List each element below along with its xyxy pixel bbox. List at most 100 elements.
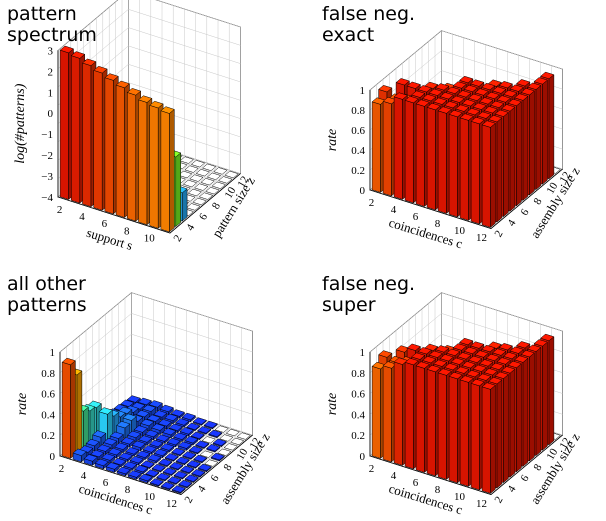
bar [129,456,144,466]
bar-top-face [435,345,450,353]
bar-top-face [426,364,441,373]
panel-title: spectrum [7,24,97,46]
x-tick-label: 4 [81,470,87,482]
bar [177,441,192,452]
bar-top-face [463,84,478,93]
bar-top-face [149,439,164,448]
bar-top-face [496,95,511,103]
bar-top-face [127,430,142,439]
empty-cell [223,443,238,451]
empty-cell [201,436,216,444]
bar-side-face [535,346,542,457]
x-tick-label: 10 [144,233,156,245]
x-tick-label: 4 [79,211,85,223]
bar-top-face [516,341,531,349]
bar-front-face [481,124,491,228]
bar-top-face [378,85,393,93]
bar [136,450,151,461]
bar [140,418,155,432]
bar-front-face [61,361,71,459]
bar-top-face [448,371,463,380]
x-tick-label: 12 [166,498,177,510]
value-tick-label: 0 [360,451,366,463]
bar [173,432,188,443]
z-tick-label: 8 [210,200,223,211]
bar-top-face [507,360,522,369]
bar-front-face [149,104,159,229]
bar-top-face [173,432,188,440]
bar-front-face [459,117,469,221]
bar-top-face [446,86,461,94]
bar-top-face [404,95,419,104]
x-tick-label: 6 [103,477,109,489]
axis-frame [57,50,241,234]
bar-top-face [527,344,542,352]
bar-top-face [439,354,454,362]
bar-top-face [116,466,131,475]
bar-top-face [514,355,529,363]
bar-side-face [175,152,181,228]
bar-top-face [415,99,430,107]
bar-top-face [463,346,478,355]
empty-cell [219,434,234,442]
bar-top-face [417,347,432,355]
x-axis-label: coincidences c [77,481,154,518]
z-tick-label: 6 [208,473,221,484]
x-tick-label: 8 [435,218,441,230]
bar-front-face [393,361,403,466]
bar-top-face [193,454,208,463]
bar [171,447,186,457]
bar-top-face [81,58,97,66]
value-tick-label: 1 [360,85,366,97]
bar-top-face [470,378,485,387]
bar-front-face [71,55,81,204]
bar-side-face [548,336,555,446]
value-tick-label: 1 [360,347,366,359]
x-tick-label: 8 [125,484,131,496]
grid-line [59,354,253,415]
bar-top-face [122,413,137,421]
bar-top-face [455,366,470,374]
bar-top-face [169,462,184,470]
z-tick-label: 12 [235,174,251,190]
z-tick-label: 2 [492,495,505,506]
bar [206,444,221,453]
bar [160,481,175,491]
bar-top-face [485,353,500,362]
empty-cell [204,459,219,467]
bar-top-face [101,453,116,461]
empty-cell [198,192,214,200]
bar-top-face [411,352,426,360]
bar-top-face [433,97,448,105]
bar-top-face [483,368,498,376]
bar-top-face [93,65,108,74]
bar-front-face [437,110,447,214]
empty-cell [192,197,207,206]
value-tick-label: 0.2 [41,430,55,442]
bar-top-face [136,450,151,458]
bar-side-face [509,368,516,478]
grid-line [59,292,253,353]
bar-top-face [158,458,173,466]
bar-top-face [406,343,421,351]
bar-top-face [452,81,467,89]
z-tick-label: 4 [184,222,197,233]
bar-top-face [151,423,166,431]
bar-top-face [114,442,129,450]
z-tick-label: 8 [221,462,234,473]
z-tick-label: 12 [557,436,573,452]
bar-top-face [459,113,474,121]
bar [162,427,177,439]
bar-side-face [529,90,535,196]
grid-line [59,333,253,394]
value-axis-label: log(#patterns) [13,83,28,163]
bar-top-face [514,93,529,101]
value-tick-label: 0.6 [351,125,365,137]
bar-top-face [433,359,448,367]
bar-top-face [138,473,153,482]
panel-title: exact [322,24,374,46]
bar-top-face [59,45,75,54]
bar-top-face [527,82,542,90]
